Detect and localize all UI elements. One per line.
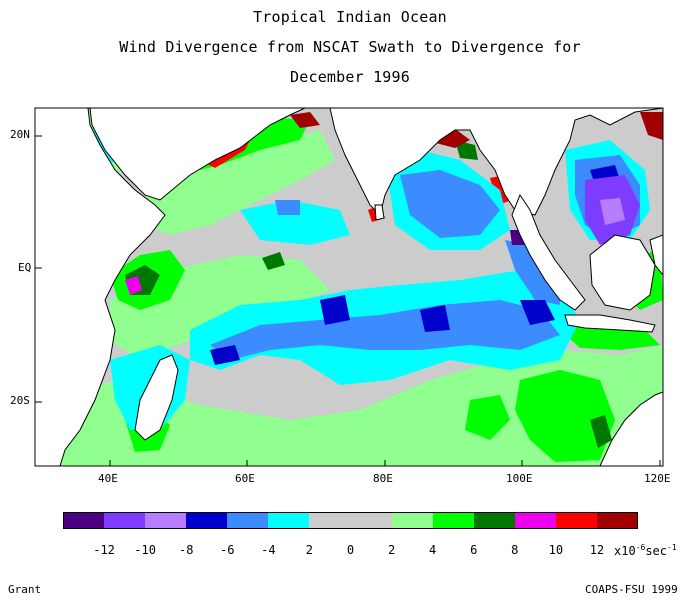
colorbar-label: 2 xyxy=(387,543,396,557)
land-borneo xyxy=(589,234,656,311)
lat-label-20n: 20N xyxy=(10,128,30,141)
land-malay-sumatra xyxy=(511,193,586,311)
field-blue-sumatra xyxy=(505,240,560,305)
footer-author: Grant xyxy=(8,583,42,596)
units-exponent-2: -1 xyxy=(667,543,677,552)
chart-title-line-2: Wind Divergence from NSCAT Swath to Dive… xyxy=(119,38,581,56)
colorbar-swatch xyxy=(145,512,187,529)
field-darkblue-central xyxy=(320,295,350,325)
chart-title-line-3: December 1996 xyxy=(290,68,410,86)
land xyxy=(35,108,663,466)
field-darkblue-sumatra xyxy=(520,300,555,325)
colorbar-swatch xyxy=(104,512,146,529)
colorbar-label: 8 xyxy=(511,543,519,557)
colorbar-swatch xyxy=(555,512,598,529)
colorbar-label: -8 xyxy=(178,543,194,557)
field-cyan-arabian xyxy=(240,200,350,245)
colorbar-swatch xyxy=(63,512,105,529)
colorbar-label: -6 xyxy=(220,543,235,557)
colorbar-label: 0 xyxy=(346,543,355,557)
colorbar-swatch xyxy=(309,512,351,529)
field-darkgreen-se xyxy=(590,415,612,448)
colorbar-swatch xyxy=(268,512,310,529)
colorbar-label: 10 xyxy=(548,543,564,557)
field-lightgreen-arabian xyxy=(140,130,335,235)
field-darkred-scs xyxy=(640,112,663,140)
field-lavender-scs xyxy=(600,198,625,225)
lon-label-100e: 100E xyxy=(506,472,533,485)
map-field xyxy=(35,108,663,466)
lat-label-eq: EQ xyxy=(18,261,32,274)
field-lightgreen-south xyxy=(35,345,663,466)
footer-credit: COAPS-FSU 1999 xyxy=(585,583,678,596)
colorbar-label: 4 xyxy=(429,543,437,557)
land-java xyxy=(564,314,656,333)
lat-label-20s: 20S xyxy=(10,394,30,407)
colorbar-swatch xyxy=(391,512,434,529)
field-darkblue-central-2 xyxy=(420,305,450,332)
land-africa-arabia xyxy=(35,108,663,216)
colorbar-label: 12 xyxy=(589,543,605,557)
lon-label-60e: 60E xyxy=(235,472,255,485)
field-blue-central xyxy=(210,300,560,360)
field-darkblue-west xyxy=(210,345,240,365)
colorbar-label: -12 xyxy=(93,543,115,557)
colorbar-label: -10 xyxy=(134,543,156,557)
units-exponent: -6 xyxy=(635,543,646,552)
colorbar-swatch xyxy=(350,512,393,529)
field-darkgreen-ne xyxy=(455,140,478,160)
colorbar-units: x10-6sec-1 xyxy=(614,543,677,558)
field-darkgreen-arabian xyxy=(262,252,285,270)
units-mid: sec xyxy=(645,544,668,558)
lon-label-80e: 80E xyxy=(373,472,393,485)
lon-label-120e: 120E xyxy=(644,472,671,485)
land-australia xyxy=(599,391,663,466)
colorbar-frame xyxy=(63,512,638,529)
lon-label-40e: 40E xyxy=(98,472,118,485)
field-magenta-somalia xyxy=(125,276,142,295)
land-madagascar xyxy=(134,354,179,441)
land-sri-lanka xyxy=(374,204,385,221)
field-blue-arabian xyxy=(275,200,300,215)
land-sulawesi xyxy=(649,234,663,276)
field-darkred-arabian-coast xyxy=(290,112,320,128)
colorbar-swatch xyxy=(514,512,557,529)
colorbar-swatch xyxy=(432,512,475,529)
field-blue-bay xyxy=(400,170,500,238)
colorbar-swatch xyxy=(596,512,639,529)
land-east-africa xyxy=(35,108,166,466)
plot-frame xyxy=(34,107,664,467)
colorbar-swatch xyxy=(227,512,269,529)
field-green-south-mid xyxy=(465,395,510,440)
field-green-south-east xyxy=(515,370,615,462)
chart-title-line-1: Tropical Indian Ocean xyxy=(253,8,447,26)
units-prefix: x10 xyxy=(614,544,636,558)
colorbar-label: 6 xyxy=(470,543,478,557)
colorbar-swatch xyxy=(186,512,228,529)
colorbar-swatch xyxy=(473,512,516,529)
colorbar-label: -4 xyxy=(261,543,276,557)
colorbar-label: 2 xyxy=(305,543,314,557)
